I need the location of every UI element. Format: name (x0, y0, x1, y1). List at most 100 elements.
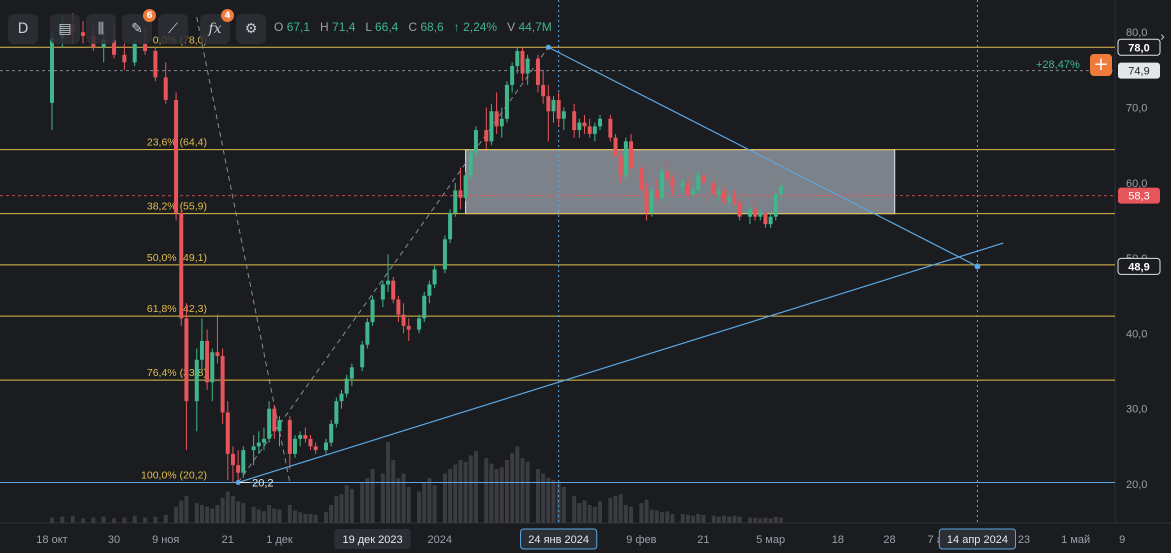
volume-bar (489, 463, 494, 523)
time-tick-label: 9 (1119, 534, 1125, 546)
candle-body (442, 239, 447, 270)
settings-button[interactable]: ⚙ (236, 14, 266, 44)
volume-bar (587, 505, 592, 523)
candle-body (515, 51, 520, 67)
volume-bar (122, 517, 127, 523)
volume-bar (287, 505, 292, 523)
drawing-tools-button[interactable]: ✎ 6 (122, 9, 156, 44)
volume-bar (448, 469, 453, 523)
volume-bar (494, 469, 499, 523)
candle-body (272, 408, 277, 432)
candle-body (194, 359, 199, 402)
collapse-scale-button[interactable]: › (1160, 30, 1165, 45)
volume-bar (153, 516, 158, 523)
candle-body (778, 186, 783, 195)
chart-toolbar: D ▤ ⫼ ✎ 6 ⟋ fx 4 ⚙ (8, 9, 266, 46)
volume-bar (91, 517, 96, 523)
candle-body (489, 111, 494, 142)
candle-body (122, 54, 127, 63)
candle-body (210, 352, 215, 383)
candle-body (623, 141, 628, 176)
time-tick-label: 18 окт (36, 534, 67, 546)
document-icon: ▤ (58, 21, 72, 37)
volume-bar (174, 506, 179, 523)
candle-body (644, 190, 649, 213)
price-tick-label: 70,0 (1126, 103, 1147, 115)
chart-type-button[interactable]: ⫼ (86, 14, 116, 44)
candle-body (510, 66, 515, 85)
candle-body (727, 197, 732, 202)
time-tick-label: 1 дек (266, 534, 293, 546)
volume-bar (256, 509, 261, 523)
volume-bar (696, 514, 701, 523)
candle-body (427, 284, 432, 296)
volume-bar (143, 517, 148, 523)
open-value: O 67,1 (274, 20, 311, 34)
candle-body (561, 111, 566, 119)
candle-body (365, 322, 370, 345)
volume-bar (623, 505, 628, 523)
candle-body (81, 32, 86, 36)
candle-body (608, 118, 613, 138)
price-tag-label: 48,9 (1128, 261, 1149, 273)
time-tick-label: 19 дек 2023 (342, 534, 402, 546)
candle-body (587, 126, 592, 134)
candle-body (613, 137, 618, 157)
volume-bar (251, 506, 256, 523)
volume-bar (753, 517, 758, 523)
candle-body (308, 438, 313, 447)
candle-body (267, 408, 272, 439)
candle-body (660, 171, 665, 198)
candle-body (520, 51, 525, 74)
time-tag-box (334, 529, 411, 549)
volume-bar (592, 506, 597, 523)
time-tag-box (938, 528, 1017, 550)
add-order-button[interactable]: + (1090, 54, 1112, 76)
volume-bar (670, 514, 675, 523)
volume-bar (510, 452, 515, 523)
candle-body (629, 141, 634, 168)
volume-bar (556, 482, 561, 523)
candle-body (179, 212, 184, 319)
candle-body (432, 269, 437, 285)
candle-body (184, 318, 189, 402)
volume-bar (535, 469, 540, 523)
time-tick-label: 5 мар (756, 534, 785, 546)
candle-body (463, 175, 468, 198)
volume-bar (499, 467, 504, 523)
candle-body (277, 419, 282, 432)
high-value: H 71,4 (320, 20, 356, 34)
volume-bar (458, 460, 463, 523)
time-tag-box (520, 528, 598, 550)
candle-body (401, 314, 406, 326)
volume-bar (298, 512, 303, 523)
candle-body (763, 212, 768, 225)
indicators-button[interactable]: fx 4 (200, 9, 234, 44)
candle-body (685, 182, 690, 195)
candle-body (324, 442, 329, 451)
indicators-template-button[interactable]: ▤ (50, 14, 80, 44)
volume-bar (81, 518, 86, 523)
candle-body (339, 393, 344, 402)
candle-body (654, 190, 659, 198)
volume-bar (561, 487, 566, 523)
ruler-button[interactable]: ⟋ (158, 14, 188, 44)
volume-bar (261, 511, 266, 523)
candle-body (696, 175, 701, 191)
candle-body (143, 43, 148, 52)
candle-body (406, 325, 411, 330)
price-tag-box (1118, 187, 1160, 204)
volume-bar (225, 491, 230, 523)
volume-bar (515, 446, 520, 523)
candle-body (303, 435, 308, 439)
fib-level-label: 50,0% (49,1) (147, 252, 207, 264)
price-tag-box (1118, 62, 1160, 79)
candle-body (737, 201, 742, 217)
candle-body (50, 38, 54, 103)
volume-bar (773, 516, 778, 523)
volume-bar (711, 515, 716, 523)
candle-body (163, 77, 168, 100)
volume-bar (365, 478, 370, 523)
timeframe-button[interactable]: D (8, 14, 38, 44)
